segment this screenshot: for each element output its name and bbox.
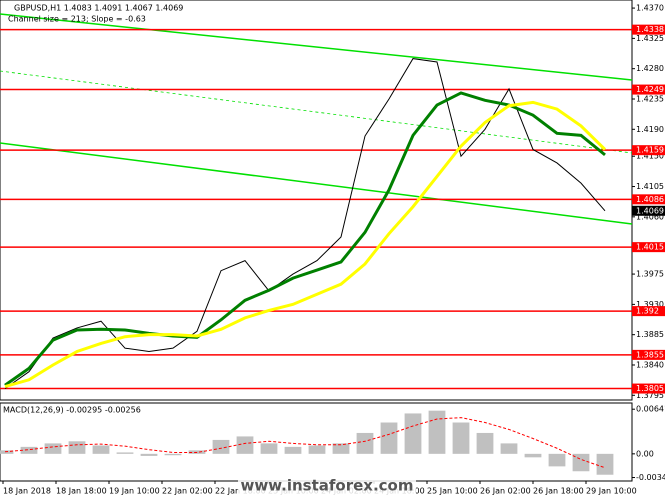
channel bbox=[0, 13, 633, 225]
y-tick-label: 1.3840 bbox=[636, 360, 664, 369]
chart-title: GBPUSD,H1 1.4083 1.4091 1.4067 1.4069 bbox=[14, 4, 183, 13]
price-line bbox=[4, 58, 606, 389]
y-tick-label: 1.3975 bbox=[636, 270, 664, 279]
x-tick-label: 22 Jan 02:00 bbox=[162, 487, 213, 496]
level-label: 1.4338 bbox=[636, 25, 664, 34]
y-tick-label: 0.00641 bbox=[636, 405, 665, 414]
current-price-label: 1.4069 bbox=[636, 206, 664, 215]
level-box bbox=[632, 24, 665, 35]
watermark-bg bbox=[238, 474, 416, 496]
macd-bar bbox=[428, 410, 446, 454]
macd-title: MACD(12,26,9) -0.00295 -0.00256 bbox=[3, 406, 141, 415]
x-tick-label: 26 Jan 18:00 bbox=[533, 487, 584, 496]
macd-bar bbox=[92, 445, 110, 454]
y-tick-label: 1.4325 bbox=[636, 34, 664, 43]
y-tick-label: 1.4105 bbox=[636, 182, 664, 191]
macd-bar bbox=[44, 443, 62, 454]
macd-bar bbox=[500, 443, 518, 454]
macd-bar bbox=[284, 446, 302, 454]
macd-bar bbox=[164, 453, 182, 456]
channel-line bbox=[0, 13, 633, 81]
y-tick-label: 1.4060 bbox=[636, 212, 664, 221]
level-label: 1.4086 bbox=[636, 195, 664, 204]
macd-bar bbox=[380, 422, 398, 454]
level-label: 1.3855 bbox=[636, 350, 664, 359]
macd-bar bbox=[116, 452, 134, 454]
macd-bar bbox=[236, 436, 254, 454]
macd-bar bbox=[20, 446, 38, 454]
x-tick-label: 19 Jan 10:00 bbox=[109, 487, 160, 496]
x-tick-label: 25 Jan 10:00 bbox=[427, 487, 478, 496]
chart-subtitle: Channel size = 213; Slope = -0.63 bbox=[8, 15, 146, 24]
level-box bbox=[632, 84, 665, 95]
channel-line bbox=[0, 142, 633, 225]
macd-bar bbox=[572, 453, 590, 472]
macd-bar bbox=[404, 413, 422, 454]
level-box bbox=[632, 306, 665, 317]
current-price-box bbox=[632, 205, 665, 216]
plot: 1.43701.43251.42801.42351.41901.41501.41… bbox=[0, 4, 665, 496]
level-label: 1.4159 bbox=[636, 146, 664, 155]
signal-line bbox=[4, 417, 606, 469]
macd-bar bbox=[476, 432, 494, 454]
y-tick-label: 1.4370 bbox=[636, 4, 664, 13]
level-label: 1.4249 bbox=[636, 85, 664, 94]
macd-bar bbox=[524, 453, 542, 458]
level-box bbox=[632, 349, 665, 360]
x-tick-label: 29 Jan 10:00 bbox=[586, 487, 637, 496]
level-box bbox=[632, 383, 665, 394]
y-tick-label: 1.3885 bbox=[636, 330, 664, 339]
level-label: 1.3805 bbox=[636, 384, 664, 393]
level-label: 1.392 bbox=[636, 307, 659, 316]
x-tick-label: 18 Jan 18:00 bbox=[56, 487, 107, 496]
y-tick-label: -0.0034 bbox=[636, 473, 665, 482]
y-tick-label: 1.4190 bbox=[636, 125, 664, 134]
macd-panel bbox=[0, 402, 633, 482]
y-tick-label: 1.4150 bbox=[636, 152, 664, 161]
macd-bar bbox=[260, 443, 278, 454]
moving-average bbox=[4, 91, 606, 387]
y-tick-label: 1.3795 bbox=[636, 391, 664, 400]
macd-bar bbox=[548, 453, 566, 467]
watermark-box: www.instaforex.com bbox=[238, 474, 416, 496]
level-label: 1.4015 bbox=[636, 243, 664, 252]
level-box bbox=[632, 145, 665, 156]
y-tick-label: 1.3930 bbox=[636, 300, 664, 309]
x-tick-label: 26 Jan 02:00 bbox=[480, 487, 531, 496]
level-box bbox=[632, 194, 665, 205]
macd-bar bbox=[596, 453, 614, 475]
moving-average bbox=[4, 100, 607, 388]
watermark: www.instaforex.com bbox=[241, 477, 414, 495]
macd-bar bbox=[140, 453, 158, 456]
macd-bar bbox=[332, 443, 350, 454]
y-tick-label: 0.00 bbox=[636, 449, 654, 458]
x-tick-label: 18 Jan 2018 bbox=[3, 487, 51, 496]
channel-mid-line bbox=[0, 70, 633, 154]
macd-bar bbox=[452, 422, 470, 454]
macd-bar bbox=[68, 441, 86, 454]
y-tick-label: 1.4280 bbox=[636, 64, 664, 73]
level-box bbox=[632, 242, 665, 253]
macd-bar bbox=[212, 439, 230, 454]
macd-bar bbox=[308, 445, 326, 454]
y-tick-label: 1.4235 bbox=[636, 94, 664, 103]
macd-bar bbox=[356, 432, 374, 454]
